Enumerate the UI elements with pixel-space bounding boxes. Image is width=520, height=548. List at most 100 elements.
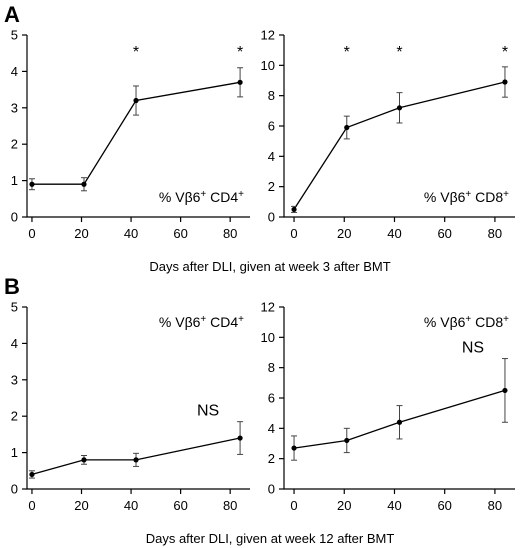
panel-letter-b: B [4, 274, 20, 299]
data-point [396, 419, 403, 425]
significance-marker: * [344, 44, 350, 61]
label-superscript: + [465, 189, 471, 200]
x-caption-b: Days after DLI, given at week 12 after B… [146, 531, 395, 546]
label-text: CD4 [206, 314, 238, 330]
axes [279, 306, 515, 494]
series-label: % Vβ6+ CD4+ [159, 189, 244, 205]
y-tick-label: 1 [11, 173, 18, 188]
y-tick-label: 2 [11, 409, 18, 424]
label-superscript: + [238, 189, 244, 200]
significance-marker: * [133, 44, 139, 61]
x-tick-label: 80 [488, 498, 502, 513]
label-superscript: + [503, 314, 509, 325]
data-point [133, 97, 139, 104]
axis-frame [26, 307, 250, 490]
x-caption-a: Days after DLI, given at week 3 after BM… [149, 259, 390, 274]
x-tick-label: 80 [223, 498, 237, 513]
data-point [29, 471, 35, 478]
data-point [291, 445, 297, 451]
y-tick-label: 6 [268, 119, 275, 134]
series-label: % Vβ6+ CD8+ [424, 314, 509, 330]
label-superscript: + [200, 314, 206, 325]
x-tick-label: 0 [28, 226, 35, 241]
y-tick-label: 0 [268, 210, 275, 225]
series-line [293, 81, 506, 210]
y-tick-label: 2 [268, 179, 275, 194]
series-label: % Vβ6+ CD4+ [159, 314, 244, 330]
y-tick-label: 4 [268, 421, 275, 436]
x-tick-label: 40 [124, 226, 138, 241]
x-tick-label: 80 [488, 226, 502, 241]
data-point [502, 387, 508, 394]
label-text: CD4 [206, 189, 238, 205]
data-point [29, 181, 35, 187]
y-tick-label: 4 [11, 64, 18, 79]
y-tick-label: 0 [11, 482, 18, 497]
data-point [81, 457, 87, 463]
y-tick-label: 3 [11, 100, 18, 115]
y-tick-label: 12 [261, 300, 275, 315]
x-tick-label: 40 [387, 226, 401, 241]
data-point [396, 105, 403, 111]
label-superscript: + [238, 314, 244, 325]
x-tick-label: 0 [290, 498, 297, 513]
y-tick-label: 8 [268, 360, 275, 375]
y-tick-label: 1 [11, 445, 18, 460]
label-text: CD8 [471, 314, 503, 330]
y-tick-label: 0 [268, 482, 275, 497]
axes [22, 306, 250, 494]
significance-marker: * [502, 44, 508, 61]
y-tick-label: 10 [261, 58, 275, 73]
y-tick-label: 4 [11, 336, 18, 351]
y-tick-label: 3 [11, 372, 18, 387]
y-tick-label: 12 [261, 28, 275, 43]
x-tick-label: 60 [173, 498, 187, 513]
y-tick-label: 2 [268, 451, 275, 466]
ns-annotation: NS [197, 403, 219, 420]
x-tick-label: 60 [437, 498, 451, 513]
data-point [344, 437, 350, 444]
x-tick-label: 0 [290, 226, 297, 241]
significance-marker: * [396, 44, 402, 61]
data-point [291, 206, 297, 213]
series-label: % Vβ6+ CD8+ [424, 189, 509, 205]
y-tick-label: 5 [11, 300, 18, 315]
x-tick-label: 20 [337, 498, 351, 513]
x-tick-label: 60 [437, 226, 451, 241]
label-text: % Vβ6 [424, 314, 466, 330]
x-tick-label: 20 [74, 498, 88, 513]
x-tick-label: 0 [28, 498, 35, 513]
chart-b-cd4: 0 1 2 3 4 5 0 20 40 60 80 % Vβ6+ CD4+ NS [11, 300, 250, 513]
data-point [237, 79, 243, 85]
label-superscript: + [465, 314, 471, 325]
data-point [81, 181, 87, 187]
x-tick-label: 60 [173, 226, 187, 241]
series-line [293, 389, 506, 449]
x-tick-label: 20 [337, 226, 351, 241]
label-text: % Vβ6 [424, 189, 466, 205]
series-line [31, 437, 241, 476]
y-tick-label: 5 [11, 28, 18, 43]
axes [279, 34, 515, 222]
y-tick-label: 4 [268, 149, 275, 164]
data-point [133, 457, 139, 463]
data-point [344, 124, 350, 131]
label-text: % Vβ6 [159, 189, 201, 205]
axes [22, 34, 250, 222]
label-superscript: + [503, 189, 509, 200]
y-tick-label: 0 [11, 210, 18, 225]
series-line [32, 81, 241, 185]
x-tick-label: 20 [74, 226, 88, 241]
data-point [237, 435, 243, 441]
label-text: CD8 [471, 189, 503, 205]
x-tick-label: 40 [124, 498, 138, 513]
ns-annotation: NS [462, 340, 484, 357]
label-superscript: + [200, 189, 206, 200]
y-tick-label: 2 [11, 137, 18, 152]
y-tick-label: 6 [268, 391, 275, 406]
significance-marker: * [237, 44, 243, 61]
